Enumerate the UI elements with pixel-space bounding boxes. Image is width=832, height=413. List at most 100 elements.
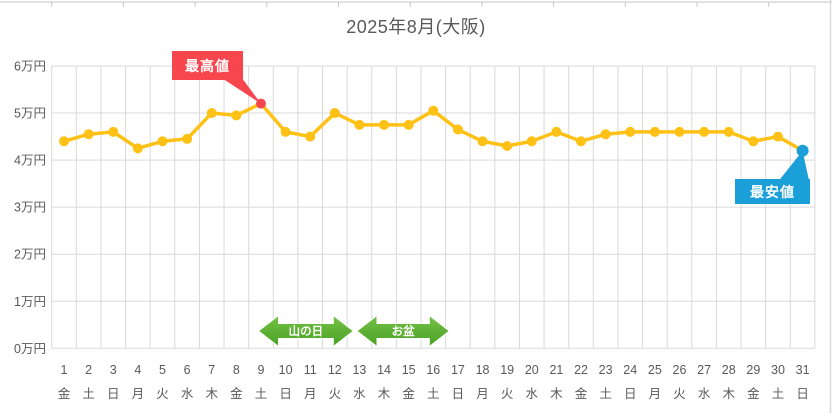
holiday-range-label: 山の日	[289, 324, 324, 338]
x-axis-day-label: 24	[623, 363, 637, 377]
y-axis-label: 4万円	[14, 154, 46, 168]
x-axis-day-label: 22	[574, 363, 588, 377]
max-price-callout: 最高値	[172, 51, 243, 80]
data-point[interactable]	[157, 136, 168, 147]
holiday-range-label: お盆	[392, 324, 415, 338]
data-point[interactable]	[452, 124, 463, 135]
x-axis-weekday-label: 月	[649, 387, 662, 401]
data-point[interactable]	[674, 126, 685, 137]
x-axis-day-label: 1	[61, 363, 68, 377]
data-point[interactable]	[108, 126, 119, 137]
min-callout-pointer	[779, 150, 809, 181]
x-axis-day-label: 17	[451, 363, 465, 377]
data-point[interactable]	[772, 131, 783, 142]
data-point[interactable]	[231, 110, 242, 121]
max-data-point[interactable]	[255, 98, 266, 109]
x-axis-day-label: 16	[426, 363, 440, 377]
x-axis-weekday-label: 金	[230, 386, 243, 401]
data-point[interactable]	[699, 126, 710, 137]
data-point[interactable]	[649, 126, 660, 137]
data-point[interactable]	[280, 126, 291, 137]
x-axis-weekday-label: 金	[575, 386, 588, 401]
y-axis-label: 2万円	[14, 248, 46, 262]
data-point[interactable]	[600, 129, 611, 140]
x-axis-weekday-label: 土	[82, 387, 95, 401]
chart-title: 2025年8月(大阪)	[346, 17, 486, 37]
x-axis-weekday-label: 日	[452, 387, 465, 401]
x-axis-day-label: 6	[184, 363, 191, 377]
min-data-point[interactable]	[796, 144, 809, 157]
x-axis-weekday-label: 火	[156, 387, 169, 401]
data-point[interactable]	[206, 108, 217, 119]
x-axis-weekday-label: 火	[501, 387, 514, 401]
min-price-label: 最安値	[750, 183, 795, 200]
x-axis-day-label: 18	[476, 363, 490, 377]
x-axis-weekday-label: 金	[747, 386, 760, 401]
y-axis-label: 1万円	[14, 295, 46, 309]
x-axis-day-label: 8	[233, 363, 240, 377]
x-axis-weekday-label: 水	[526, 387, 539, 401]
data-point[interactable]	[428, 105, 439, 116]
x-axis-day-label: 11	[304, 363, 317, 377]
x-axis-day-label: 28	[722, 363, 736, 377]
x-axis-day-label: 2	[85, 363, 92, 377]
x-axis-day-label: 31	[796, 363, 810, 377]
x-axis-weekday-label: 火	[329, 387, 342, 401]
data-point[interactable]	[379, 119, 390, 130]
data-point[interactable]	[723, 126, 734, 137]
x-axis-day-label: 10	[279, 363, 293, 377]
x-axis-day-label: 25	[648, 363, 662, 377]
data-point[interactable]	[625, 126, 636, 137]
data-point[interactable]	[354, 119, 365, 130]
x-axis-weekday-label: 金	[402, 386, 415, 401]
x-axis-day-label: 5	[159, 363, 166, 377]
x-axis-day-label: 7	[208, 363, 215, 377]
data-point[interactable]	[526, 136, 537, 147]
x-axis-day-label: 19	[500, 363, 514, 377]
y-axis-label: 3万円	[14, 201, 46, 215]
x-axis-day-label: 12	[328, 363, 342, 377]
x-axis-day-label: 4	[134, 363, 141, 377]
x-axis-weekday-label: 日	[279, 387, 292, 401]
data-point[interactable]	[551, 126, 562, 137]
data-point[interactable]	[59, 136, 70, 147]
data-point[interactable]	[83, 129, 94, 140]
x-axis-weekday-label: 木	[378, 387, 391, 401]
data-point[interactable]	[477, 136, 488, 147]
x-axis-weekday-label: 日	[624, 387, 637, 401]
x-axis-weekday-label: 土	[255, 387, 268, 401]
data-point[interactable]	[502, 140, 513, 151]
data-point[interactable]	[576, 136, 587, 147]
data-point[interactable]	[305, 131, 316, 142]
y-axis-label: 6万円	[14, 60, 46, 74]
x-axis-weekday-label: 火	[673, 387, 686, 401]
max-callout-pointer	[224, 79, 261, 104]
x-axis-weekday-label: 水	[353, 387, 366, 401]
data-point[interactable]	[182, 133, 193, 144]
x-axis-weekday-label: 月	[304, 387, 317, 401]
x-axis-weekday-label: 金	[58, 386, 71, 401]
x-axis-day-label: 13	[352, 363, 366, 377]
x-axis-day-label: 15	[402, 363, 416, 377]
y-axis-label: 0万円	[14, 342, 46, 356]
x-axis-weekday-label: 日	[107, 387, 120, 401]
x-axis-day-label: 21	[549, 363, 563, 377]
holiday-range-arrow	[356, 314, 451, 348]
x-axis-weekday-label: 土	[599, 387, 612, 401]
x-axis-day-label: 27	[697, 363, 711, 377]
min-price-callout: 最安値	[735, 179, 810, 204]
y-axis-label: 5万円	[14, 107, 46, 121]
data-point[interactable]	[329, 108, 340, 119]
x-axis-weekday-label: 月	[476, 387, 489, 401]
data-point[interactable]	[132, 143, 143, 154]
x-axis-weekday-label: 土	[427, 387, 440, 401]
data-point[interactable]	[748, 136, 759, 147]
x-axis-weekday-label: 日	[796, 387, 809, 401]
x-axis-day-label: 14	[377, 363, 391, 377]
x-axis-day-label: 29	[746, 363, 760, 377]
x-axis-day-label: 9	[257, 363, 264, 377]
data-point[interactable]	[403, 119, 414, 130]
x-axis-weekday-label: 土	[772, 387, 785, 401]
